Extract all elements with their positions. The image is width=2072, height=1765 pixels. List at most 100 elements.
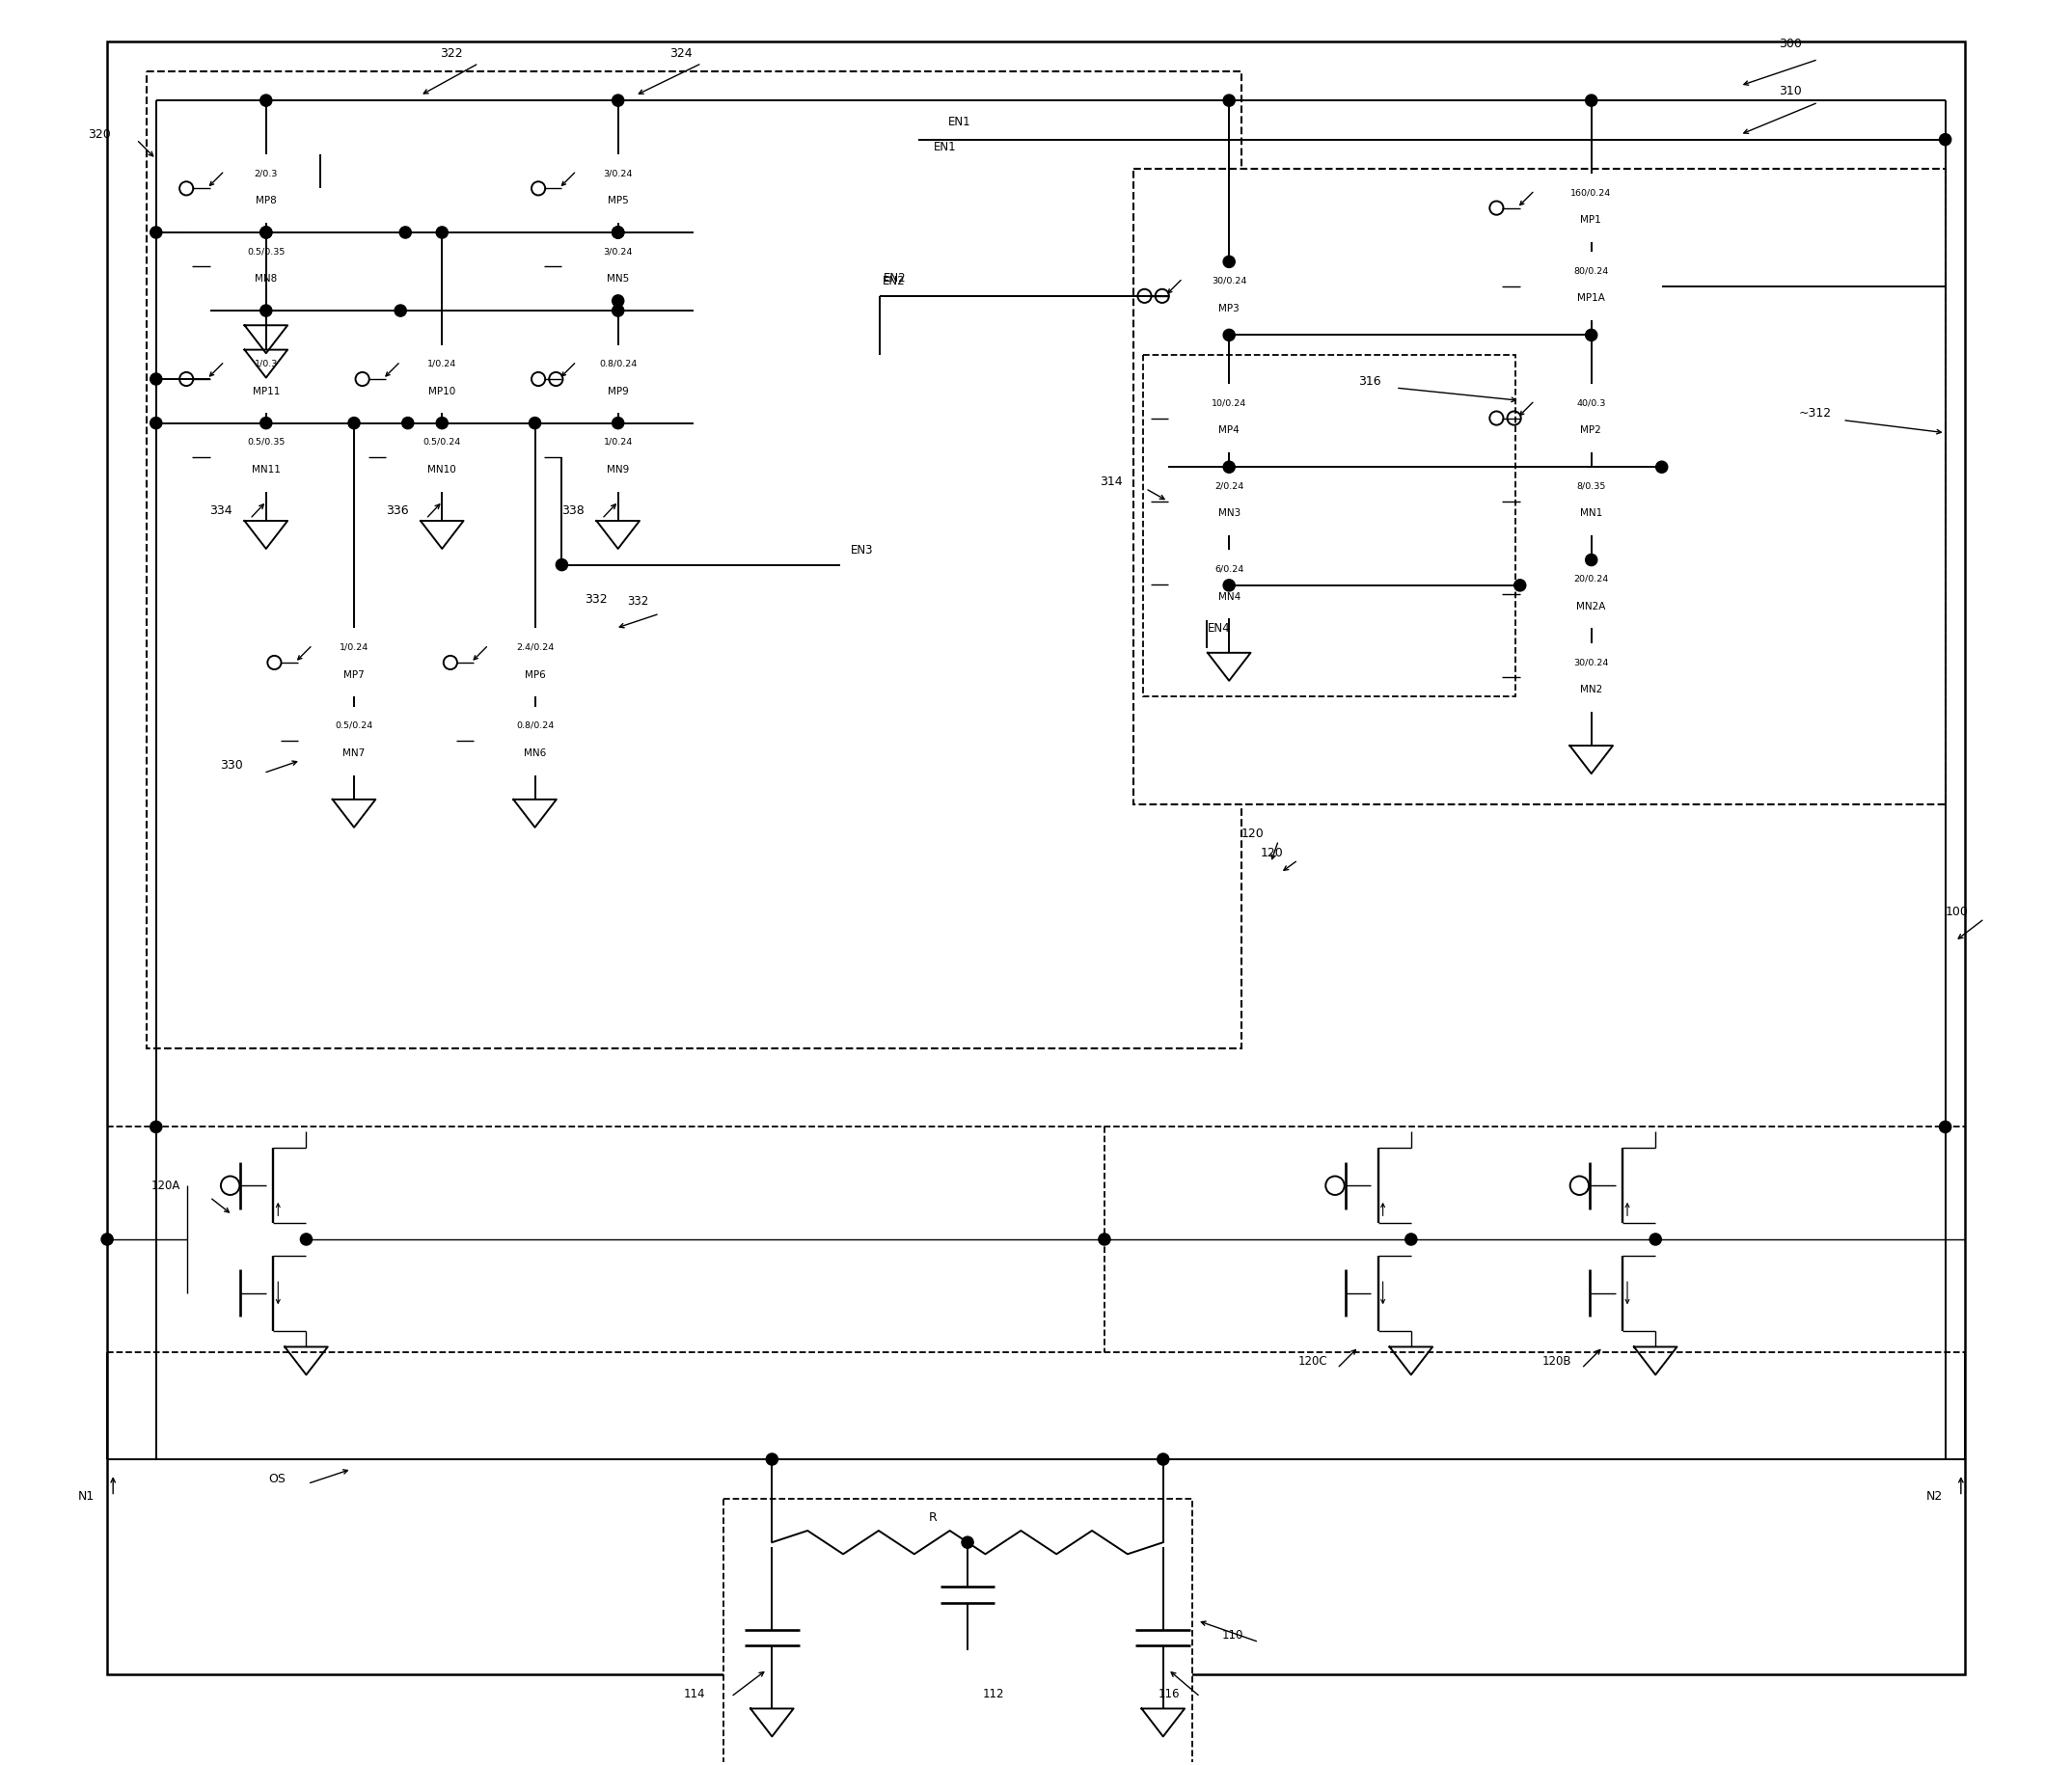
Text: 20/0.24: 20/0.24: [1573, 575, 1608, 584]
Text: 316: 316: [1359, 374, 1382, 387]
Text: 80/0.24: 80/0.24: [1573, 267, 1608, 275]
Text: 332: 332: [628, 595, 649, 607]
Text: MP5: MP5: [607, 196, 628, 205]
Text: 0.5/0.24: 0.5/0.24: [336, 722, 373, 731]
Circle shape: [1222, 330, 1235, 341]
Text: 330: 330: [220, 759, 242, 771]
Bar: [1144, 355, 1515, 697]
Text: MN4: MN4: [1218, 591, 1241, 602]
Bar: [209, 233, 323, 300]
Circle shape: [348, 417, 361, 429]
Text: 338: 338: [562, 505, 584, 517]
Bar: [1521, 385, 1662, 452]
Text: 1/0.3: 1/0.3: [255, 360, 278, 369]
Text: MP4: MP4: [1218, 425, 1239, 436]
Text: 40/0.3: 40/0.3: [1577, 399, 1606, 408]
Circle shape: [261, 305, 271, 316]
Text: EN2: EN2: [883, 272, 905, 284]
Text: MN1: MN1: [1579, 508, 1602, 519]
Circle shape: [1939, 134, 1952, 145]
Text: 1/0.24: 1/0.24: [340, 642, 369, 651]
Text: 112: 112: [982, 1687, 1005, 1700]
Text: 30/0.24: 30/0.24: [1573, 658, 1608, 667]
Circle shape: [1585, 330, 1598, 341]
Circle shape: [102, 1234, 114, 1244]
Circle shape: [402, 417, 414, 429]
Text: R: R: [928, 1511, 937, 1525]
Text: 324: 324: [669, 48, 692, 60]
Text: EN3: EN3: [850, 544, 872, 556]
Text: 0.5/0.35: 0.5/0.35: [247, 438, 286, 447]
Bar: [298, 706, 410, 775]
Circle shape: [400, 226, 410, 238]
Circle shape: [611, 305, 624, 316]
Text: 30/0.24: 30/0.24: [1212, 277, 1247, 286]
Bar: [209, 154, 323, 222]
Bar: [1521, 252, 1662, 321]
Text: 3/0.24: 3/0.24: [603, 247, 632, 256]
Text: 120B: 120B: [1542, 1356, 1573, 1368]
Circle shape: [1515, 579, 1525, 591]
Text: MN10: MN10: [427, 464, 456, 475]
Text: EN1: EN1: [949, 116, 972, 129]
Text: MP10: MP10: [429, 387, 456, 395]
Text: 120A: 120A: [151, 1179, 180, 1191]
Circle shape: [437, 226, 448, 238]
Circle shape: [611, 417, 624, 429]
Circle shape: [961, 1537, 974, 1548]
Text: MP8: MP8: [255, 196, 276, 205]
Circle shape: [149, 226, 162, 238]
Circle shape: [1656, 461, 1668, 473]
Bar: [1521, 468, 1662, 535]
Text: MN2A: MN2A: [1577, 602, 1606, 611]
Text: 160/0.24: 160/0.24: [1571, 189, 1612, 198]
Bar: [298, 628, 410, 697]
Circle shape: [300, 1234, 313, 1244]
Text: MN6: MN6: [524, 748, 547, 757]
Circle shape: [394, 305, 406, 316]
Text: 314: 314: [1100, 475, 1123, 487]
Bar: [562, 233, 673, 300]
Bar: [1133, 169, 1946, 805]
Bar: [385, 424, 497, 491]
Text: 100: 100: [1946, 905, 1968, 918]
Text: MN3: MN3: [1218, 508, 1241, 519]
Text: N2: N2: [1925, 1490, 1941, 1502]
Bar: [474, 706, 597, 775]
Text: MN5: MN5: [607, 274, 630, 284]
Circle shape: [1222, 95, 1235, 106]
Circle shape: [1158, 1453, 1169, 1465]
Circle shape: [1405, 1234, 1417, 1244]
Circle shape: [1222, 461, 1235, 473]
Circle shape: [611, 226, 624, 238]
Text: 2/0.3: 2/0.3: [255, 169, 278, 178]
Text: MN8: MN8: [255, 274, 278, 284]
Bar: [209, 344, 323, 413]
Circle shape: [611, 295, 624, 307]
Bar: [474, 628, 597, 697]
Text: 8/0.35: 8/0.35: [1577, 482, 1606, 491]
Circle shape: [149, 372, 162, 385]
Text: 322: 322: [439, 48, 462, 60]
Bar: [1169, 261, 1291, 330]
Circle shape: [261, 226, 271, 238]
Text: 320: 320: [87, 129, 110, 141]
Bar: [1521, 560, 1662, 628]
Circle shape: [261, 417, 271, 429]
Text: MP1: MP1: [1581, 215, 1602, 226]
Text: 116: 116: [1158, 1687, 1179, 1700]
Circle shape: [1222, 579, 1235, 591]
Text: 120: 120: [1262, 847, 1285, 860]
Circle shape: [437, 417, 448, 429]
Bar: [209, 424, 323, 491]
Circle shape: [611, 226, 624, 238]
Bar: [385, 344, 497, 413]
Bar: [723, 1498, 1191, 1765]
Text: N1: N1: [79, 1490, 95, 1502]
Text: 10/0.24: 10/0.24: [1212, 399, 1247, 408]
Text: 1/0.24: 1/0.24: [603, 438, 632, 447]
Bar: [562, 424, 673, 491]
Text: MN9: MN9: [607, 464, 630, 475]
Text: EN2: EN2: [883, 275, 905, 288]
Text: MN7: MN7: [342, 748, 365, 757]
